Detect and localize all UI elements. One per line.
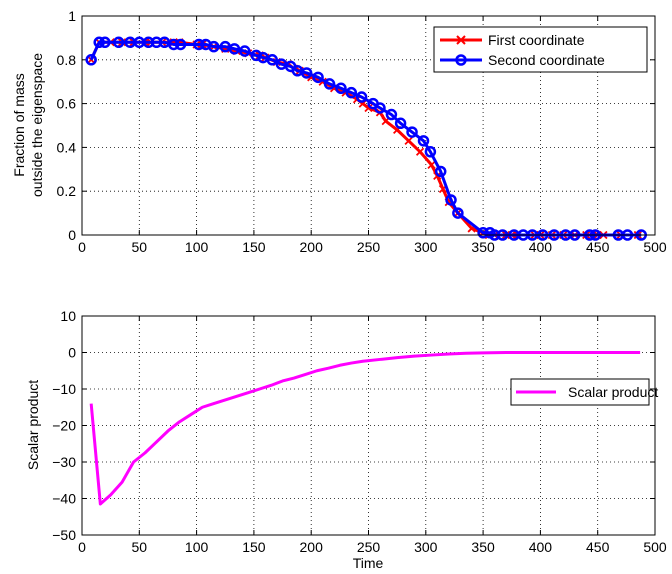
marker-second-coordinate	[385, 108, 398, 121]
bottom-x-tick-label: 50	[132, 539, 148, 555]
marker-second-coordinate	[112, 36, 125, 49]
marker-second-coordinate	[417, 135, 430, 147]
marker-second-coordinate	[323, 78, 336, 90]
bottom-y-tick-label: −40	[52, 491, 76, 507]
marker-second-coordinate	[193, 38, 205, 51]
marker-second-coordinate	[394, 117, 407, 130]
bottom-y-tick-label: −50	[52, 527, 76, 543]
top-x-tick-label: 0	[78, 239, 86, 255]
top-legend-box	[433, 26, 648, 73]
top-y-tick-label: 0.6	[57, 96, 77, 112]
marker-second-coordinate	[99, 36, 111, 49]
bottom-y-axis-label: Scalar product	[25, 380, 41, 470]
top-x-tick-label: 400	[529, 239, 553, 255]
bottom-x-axis-label: Time	[353, 555, 384, 571]
top-x-tick-label: 500	[643, 239, 667, 255]
marker-second-coordinate	[424, 146, 437, 158]
top-y-axis-label: Fraction of mass outside the eigenspace	[11, 53, 45, 197]
bottom-x-tick-label: 250	[357, 539, 381, 555]
bottom-legend-box	[510, 378, 650, 406]
top-ylabel-line-1: Fraction of mass	[11, 73, 27, 176]
bottom-y-tick-label: −20	[52, 418, 76, 434]
top-ticks: 0 50 100 150 200 250 300 350 400 450 500 0 0.2 0.4 0.6…	[57, 8, 667, 255]
marker-second-coordinate	[174, 38, 187, 51]
bottom-x-tick-label: 350	[471, 539, 495, 555]
top-x-tick-label: 200	[300, 239, 324, 255]
series-line-scalar-product	[89, 351, 641, 506]
legend-marker-second-coordinate	[455, 54, 467, 66]
marker-second-coordinate	[434, 165, 447, 178]
marker-second-coordinate	[406, 126, 418, 138]
legend-marker-first-coordinate	[456, 35, 466, 45]
marker-second-coordinate	[93, 36, 105, 49]
marker-second-coordinate	[355, 91, 368, 103]
marker-first-coordinate	[415, 147, 425, 156]
bottom-y-tick-label: −30	[52, 454, 76, 470]
bottom-x-tick-label: 100	[185, 539, 209, 555]
marker-second-coordinate	[228, 43, 241, 55]
marker-second-coordinate	[312, 71, 324, 84]
bottom-x-tick-label: 500	[643, 539, 667, 555]
top-x-tick-label: 100	[185, 239, 209, 255]
top-x-tick-label: 450	[586, 239, 610, 255]
marker-second-coordinate	[266, 54, 278, 66]
top-ylabel-line-2: outside the eigenspace	[29, 53, 45, 197]
marker-second-coordinate	[300, 67, 313, 79]
marker-second-coordinate	[167, 38, 180, 51]
bottom-x-tick-label: 450	[586, 539, 610, 555]
bottom-legend: Scalar product	[510, 378, 658, 406]
marker-first-coordinate	[364, 103, 373, 113]
bottom-y-tick-label: 10	[60, 308, 76, 324]
bottom-y-tick-label: 0	[68, 345, 76, 361]
bottom-x-tick-label: 400	[529, 539, 553, 555]
marker-first-coordinate	[427, 160, 436, 170]
top-x-tick-label: 300	[414, 239, 438, 255]
bottom-x-tick-label: 300	[414, 539, 438, 555]
marker-second-coordinate	[208, 40, 220, 53]
marker-second-coordinate	[452, 207, 464, 219]
legend-label-scalar-product: Scalar product	[568, 384, 658, 400]
top-series-layer	[85, 36, 647, 241]
top-x-tick-label: 50	[132, 239, 148, 255]
marker-second-coordinate	[250, 49, 262, 62]
marker-second-coordinate	[238, 45, 251, 57]
top-y-tick-label: 0.4	[57, 139, 77, 155]
top-legend: First coordinate Second coordinate	[433, 26, 648, 73]
top-x-tick-label: 350	[471, 239, 495, 255]
marker-second-coordinate	[374, 102, 386, 114]
top-y-tick-label: 0.8	[57, 52, 77, 68]
top-axes-box	[81, 15, 656, 236]
bottom-ticks: 0 50 100 150 200 250 300 350 400 450 500100−10−20−…	[52, 308, 667, 555]
bottom-y-tick-label: −10	[52, 381, 76, 397]
marker-second-coordinate	[345, 86, 358, 99]
top-y-tick-label: 1	[68, 8, 76, 24]
legend-label-second-coordinate: Second coordinate	[488, 52, 605, 68]
bottom-axes-box	[81, 315, 656, 536]
bottom-x-tick-label: 150	[242, 539, 266, 555]
top-y-tick-label: 0	[68, 227, 76, 243]
top-y-tick-label: 0.2	[57, 183, 77, 199]
top-chart: 0 50 100 150 200 250 300 350 400 450 500 0 0.2 0.4 0.6…	[11, 8, 667, 255]
marker-second-coordinate	[85, 54, 97, 66]
marker-first-coordinate	[404, 136, 413, 145]
legend-label-first-coordinate: First coordinate	[488, 32, 585, 48]
marker-second-coordinate	[445, 194, 457, 206]
marker-second-coordinate	[335, 82, 347, 95]
marker-second-coordinate	[477, 227, 489, 239]
top-x-tick-label: 150	[242, 239, 266, 255]
bottom-x-tick-label: 0	[78, 539, 86, 555]
bottom-chart: 0 50 100 150 200 250 300 350 400 450 500100−10−20−…	[25, 308, 667, 571]
bottom-series-layer	[89, 351, 641, 506]
bottom-x-tick-label: 200	[300, 539, 324, 555]
top-x-tick-label: 250	[357, 239, 381, 255]
